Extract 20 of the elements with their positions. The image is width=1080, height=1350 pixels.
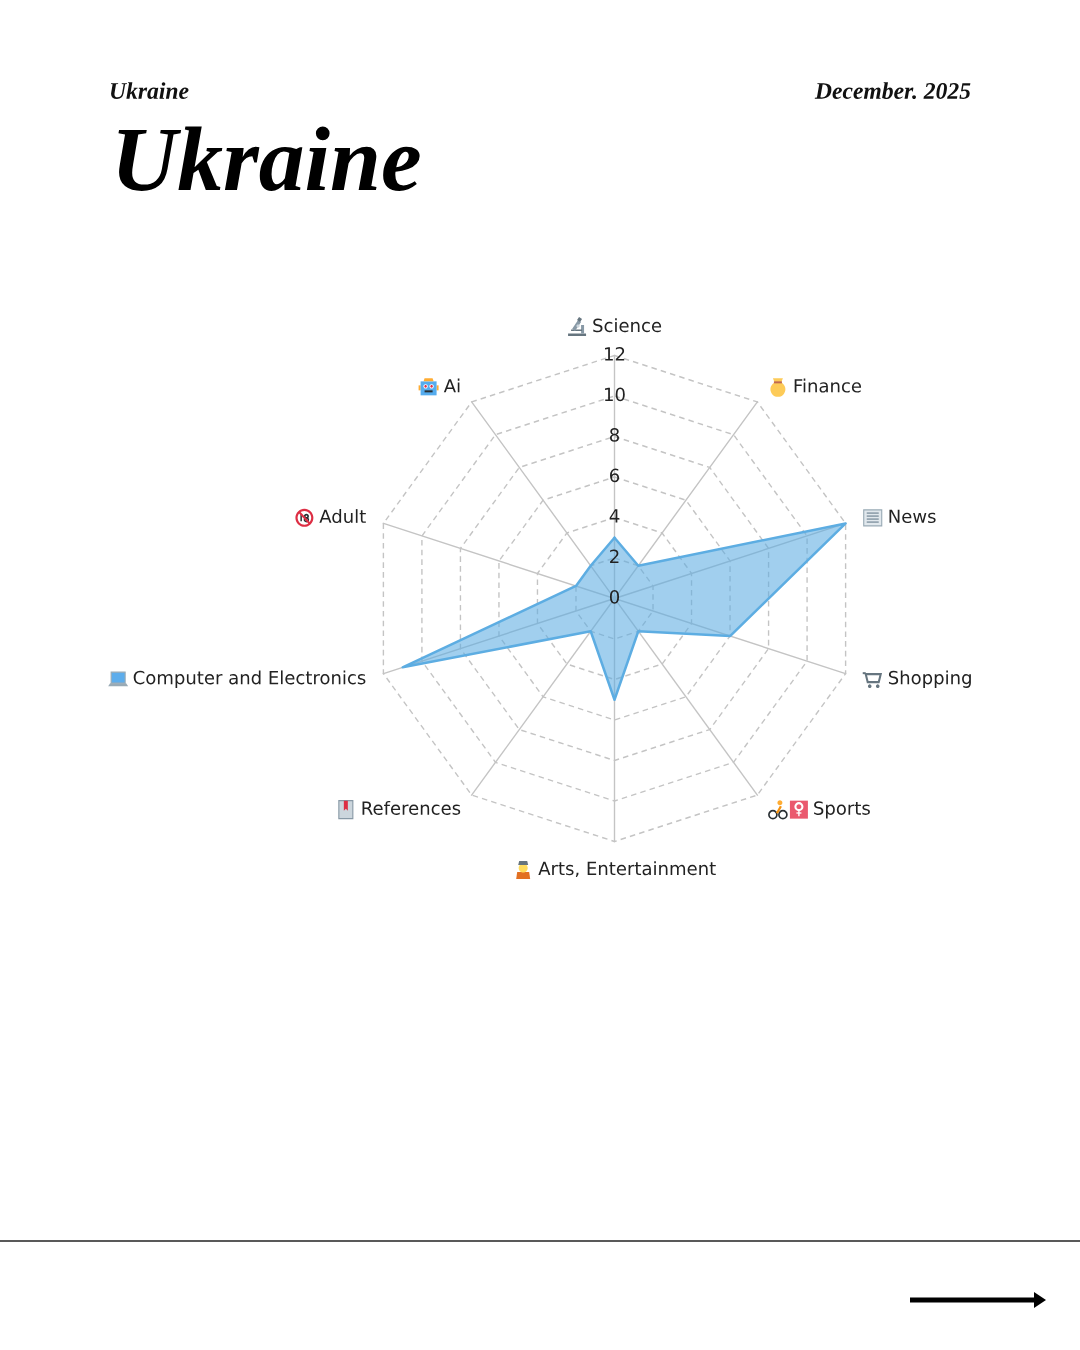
spoke-label: Shopping bbox=[888, 670, 971, 688]
spoke-label: Science bbox=[593, 318, 662, 333]
y-tick-label: 2 bbox=[610, 549, 619, 563]
chart-title: Ukraine bbox=[118, 126, 420, 191]
y-tick-label: 12 bbox=[605, 347, 625, 361]
spoke-label: References bbox=[362, 800, 461, 815]
y-tick-label: 0 bbox=[609, 590, 620, 604]
y-tick-label: 10 bbox=[605, 387, 625, 402]
y-tick-label: 4 bbox=[609, 509, 620, 523]
spoke-label: Sports bbox=[814, 801, 870, 819]
spoke-label: Computer and Electronics bbox=[133, 670, 366, 688]
y-tick-label: 8 bbox=[609, 428, 620, 442]
spoke-label: Arts, Entertainment bbox=[538, 861, 716, 878]
spoke-label: Finance bbox=[794, 378, 862, 393]
spoke-label: Ai bbox=[443, 378, 460, 393]
y-tick-label: 6 bbox=[610, 468, 620, 483]
spoke-label: Adult bbox=[319, 509, 366, 524]
spoke-label: News bbox=[889, 509, 936, 524]
chart-subtitle: Ukraine bbox=[110, 82, 189, 99]
text: December. 2025 bbox=[814, 82, 971, 100]
